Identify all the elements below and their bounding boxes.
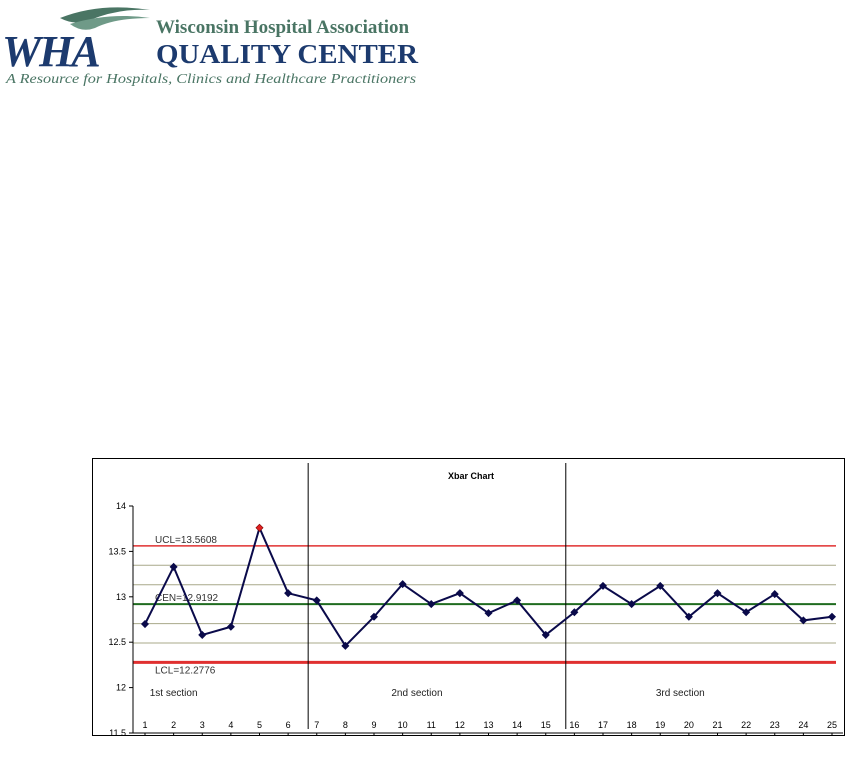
x-tick-label: 19: [655, 720, 665, 730]
control-line-label: LCL=12.2776: [155, 665, 216, 676]
logo-mark: WHA: [2, 27, 99, 76]
data-point: [169, 562, 178, 571]
section-label: 1st section: [150, 688, 198, 699]
data-point: [398, 580, 407, 589]
y-tick-label: 11.5: [109, 728, 126, 735]
x-tick-label: 8: [343, 720, 348, 730]
section-label: 2nd section: [391, 688, 442, 699]
y-tick-label: 13.5: [108, 546, 126, 556]
xbar-chart: Xbar Chart UCL=13.5608CEN=12.9192LCL=12.…: [108, 463, 843, 735]
x-tick-label: 7: [314, 720, 319, 730]
x-tick-label: 17: [598, 720, 608, 730]
x-tick-label: 22: [741, 720, 751, 730]
data-point: [140, 620, 150, 629]
logo-center-name: QUALITY CENTER: [156, 39, 419, 69]
x-tick-label: 5: [257, 720, 262, 730]
wha-wave-icon: [60, 7, 150, 30]
x-tick-label: 4: [228, 720, 233, 730]
x-tick-label: 18: [627, 720, 637, 730]
data-point: [570, 608, 579, 617]
x-tick-label: 12: [455, 720, 465, 730]
x-tick-label: 9: [371, 720, 376, 730]
data-point: [742, 608, 751, 617]
x-tick-label: 25: [827, 720, 837, 730]
data-point: [427, 600, 436, 609]
x-tick-label: 10: [398, 720, 408, 730]
data-point: [598, 581, 608, 590]
xbar-chart-frame: Xbar Chart UCL=13.5608 CEN=12.9192 LCL=12.…: [92, 458, 845, 736]
data-point: [369, 612, 379, 621]
data-point: [455, 589, 464, 598]
data-point: [341, 641, 350, 650]
chart-title: Xbar Chart: [448, 471, 494, 481]
data-point: [684, 612, 693, 621]
x-tick-label: 13: [483, 720, 493, 730]
logo-tagline: A Resource for Hospitals, Clinics and He…: [5, 72, 417, 87]
section-label: 3rd section: [656, 688, 705, 699]
data-point: [226, 622, 235, 631]
data-point: [198, 630, 207, 639]
y-tick-label: 12.5: [108, 637, 126, 647]
x-tick-label: 14: [512, 720, 522, 730]
data-point: [827, 612, 837, 621]
x-tick-label: 24: [798, 720, 808, 730]
x-tick-label: 1: [142, 720, 147, 730]
data-point-out-of-control: [255, 523, 264, 532]
data-point: [799, 616, 808, 625]
data-point: [484, 609, 493, 618]
x-tick-label: 3: [200, 720, 205, 730]
x-tick-label: 16: [569, 720, 579, 730]
x-tick-label: 21: [712, 720, 722, 730]
data-point: [513, 596, 522, 605]
control-line-label: UCL=13.5608: [155, 535, 217, 546]
logo-org-name: Wisconsin Hospital Association: [156, 17, 409, 38]
data-point: [713, 589, 722, 598]
data-point: [541, 630, 550, 639]
x-tick-label: 15: [541, 720, 551, 730]
data-point: [770, 590, 779, 599]
y-tick-label: 12: [116, 683, 126, 693]
x-tick-label: 23: [770, 720, 780, 730]
x-tick-label: 11: [427, 720, 436, 730]
x-tick-label: 2: [171, 720, 176, 730]
data-point: [656, 581, 665, 590]
x-tick-label: 6: [286, 720, 291, 730]
data-point: [627, 600, 636, 609]
wha-logo: WHA Wisconsin Hospital Association QUALI…: [2, 7, 419, 87]
x-tick-label: 20: [684, 720, 694, 730]
y-tick-label: 14: [116, 501, 126, 511]
data-point: [284, 589, 293, 598]
y-tick-label: 13: [116, 592, 126, 602]
data-point: [312, 596, 321, 605]
